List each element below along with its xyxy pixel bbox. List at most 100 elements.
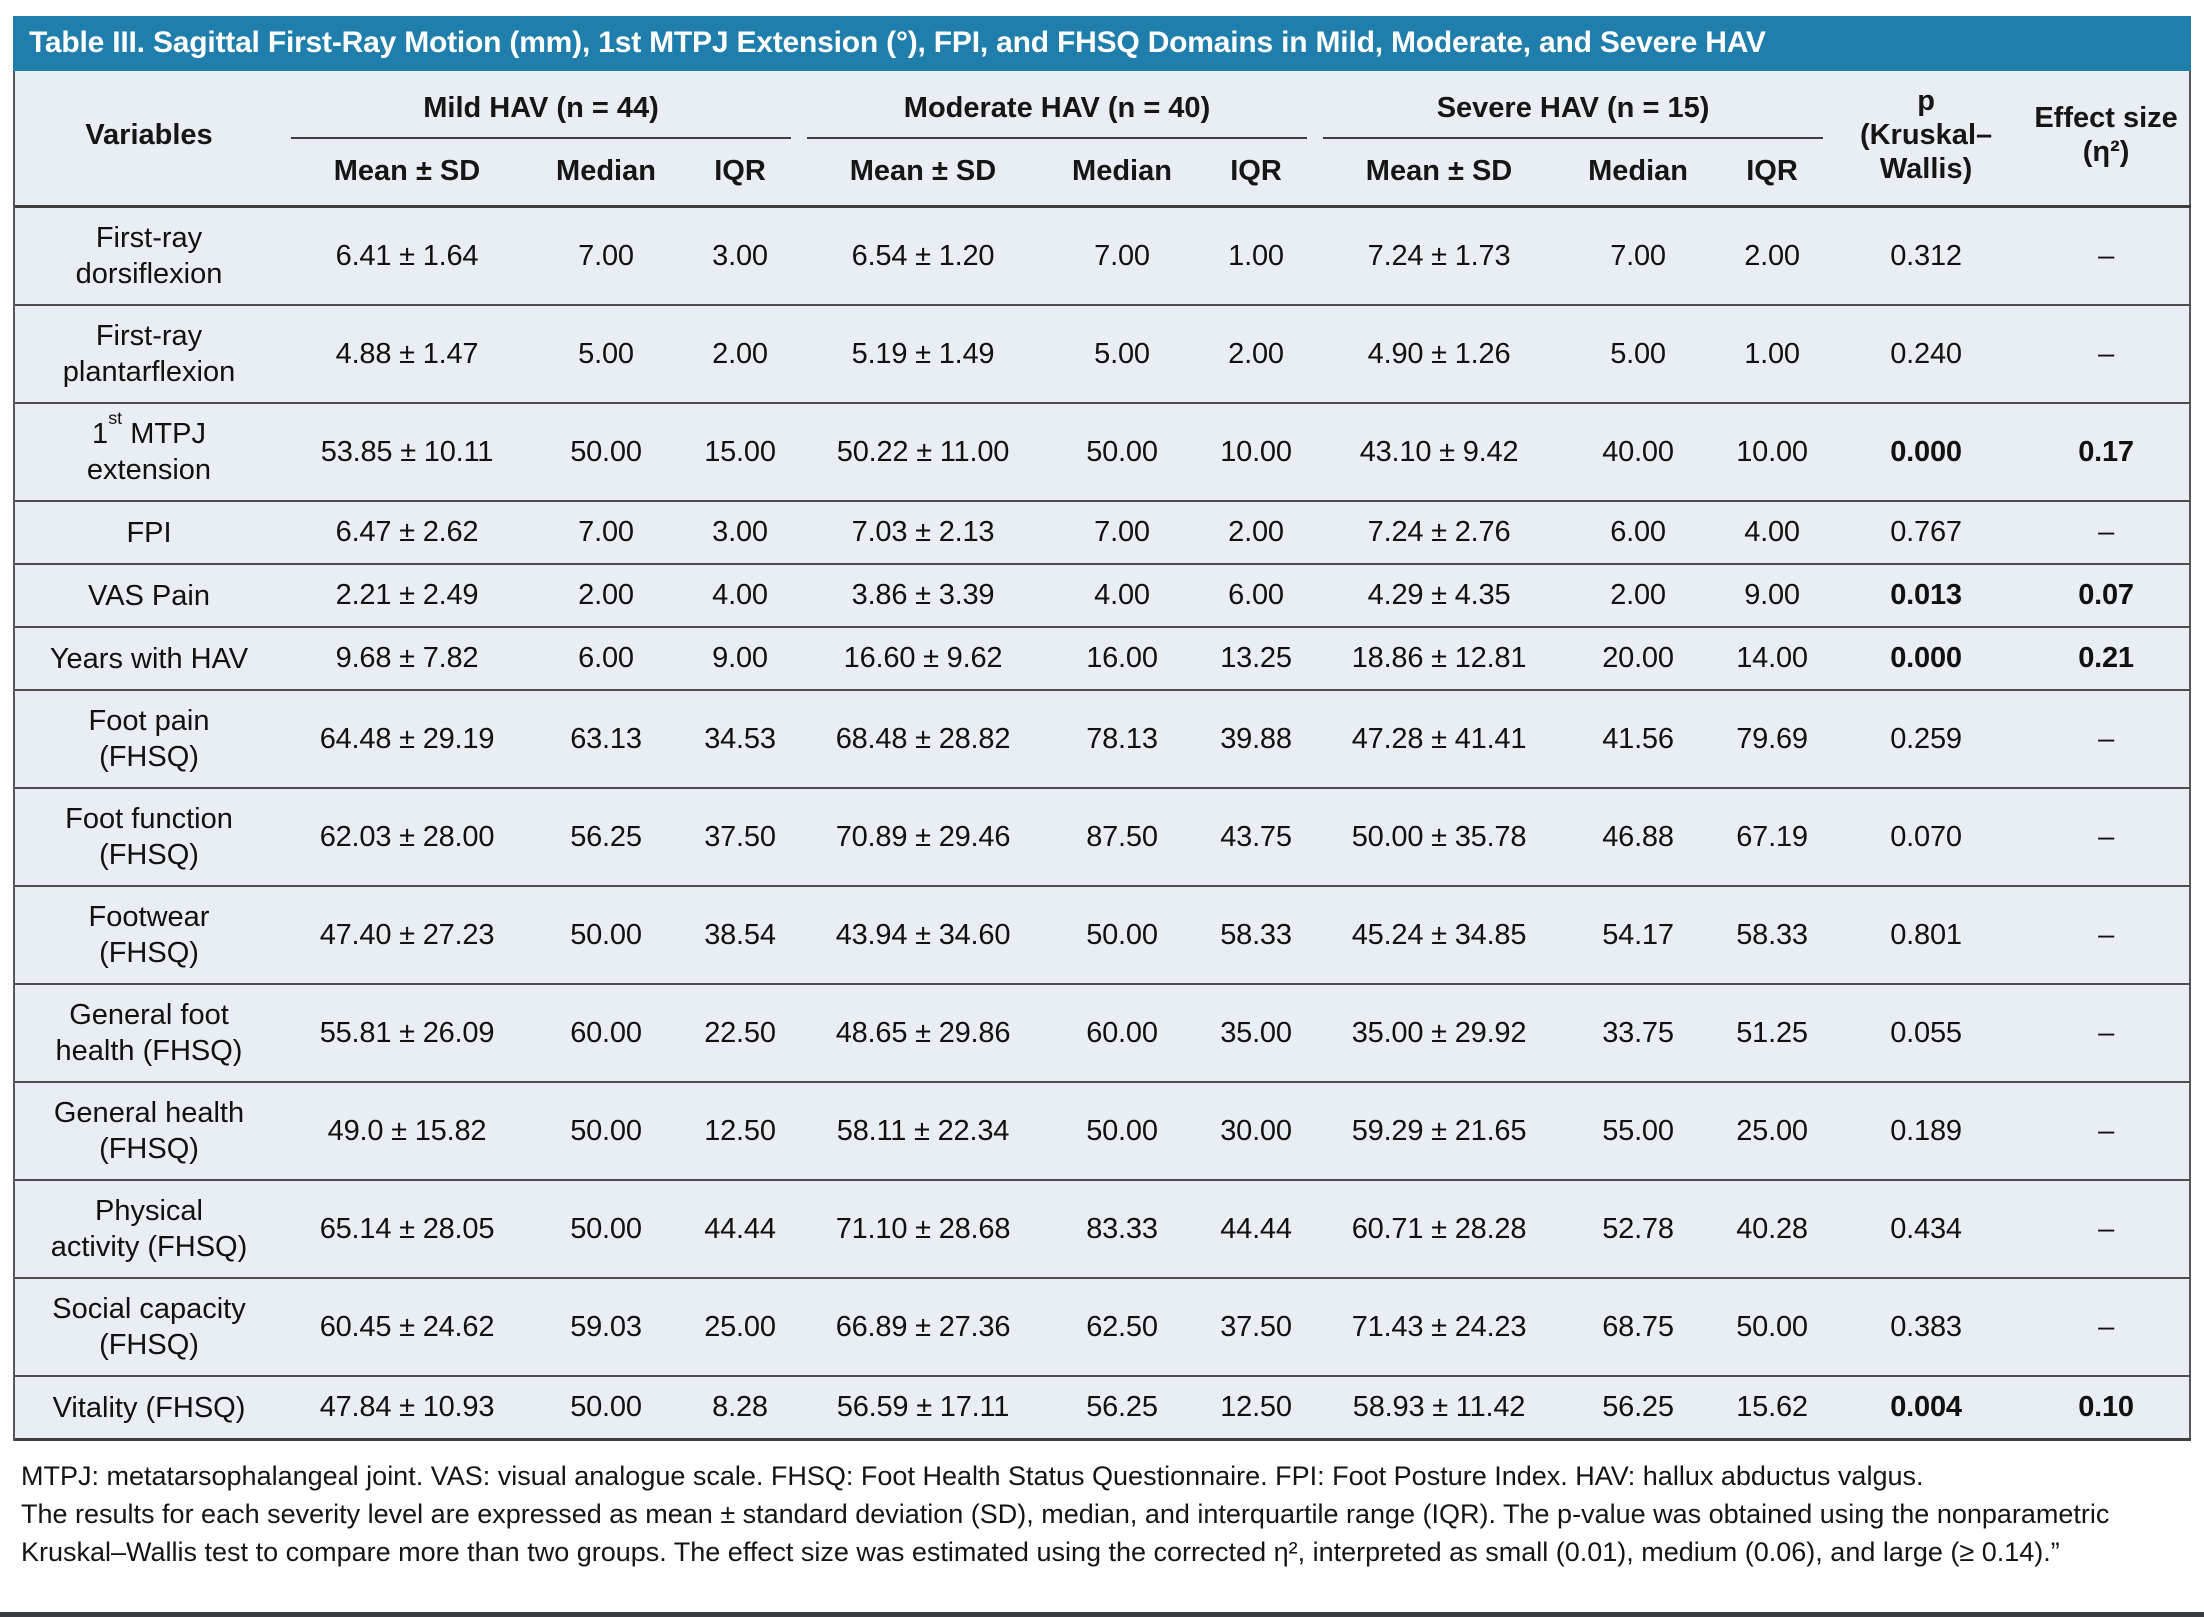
cell-moderate-mean-sd: 5.19 ± 1.49 [799,305,1047,404]
cell-mild-iqr: 38.54 [681,886,799,985]
cell-moderate-mean-sd: 50.22 ± 11.00 [799,403,1047,502]
footnote-abbreviations: MTPJ: metatarsophalangeal joint. VAS: vi… [21,1461,1924,1491]
cell-severe-iqr: 58.33 [1713,886,1832,985]
cell-severe-median: 68.75 [1563,1278,1714,1377]
table-wrap: Variables Mild HAV (n = 44) Moderate HAV… [13,71,2192,1441]
cell-severe-iqr: 1.00 [1713,305,1832,404]
table-body: First-ray dorsiflexion 6.41 ± 1.64 7.00 3.00… [15,206,2192,1441]
cell-moderate-iqr: 44.44 [1197,1180,1316,1279]
cell-severe-mean-sd: 60.71 ± 28.28 [1315,1180,1564,1279]
cell-severe-median: 46.88 [1563,788,1714,887]
cell-moderate-iqr: 58.33 [1197,886,1316,985]
cell-mild-mean-sd: 62.03 ± 28.00 [283,788,531,887]
cell-p-value: 0.013 [1831,564,2022,628]
table-row: Foot function (FHSQ) 62.03 ± 28.00 56.25 37.… [15,788,2192,887]
effect-header-line2: (η²) [2082,136,2130,168]
cell-effect-size: 0.21 [2021,627,2192,691]
col-header-severe-iqr: IQR [1713,139,1832,208]
cell-mild-iqr: 8.28 [681,1376,799,1441]
cell-mild-iqr: 4.00 [681,564,799,628]
header-row-subcolumns: Mean ± SD Median IQR Mean ± SD Median IQ… [15,139,2191,208]
row-label: Foot function (FHSQ) [15,788,283,887]
cell-mild-median: 50.00 [531,1180,681,1279]
cell-severe-median: 33.75 [1563,984,1714,1083]
cell-mild-median: 50.00 [531,403,681,502]
cell-severe-mean-sd: 43.10 ± 9.42 [1315,403,1564,502]
header-row-groups: Variables Mild HAV (n = 44) Moderate HAV… [15,71,2192,208]
row-label: General health (FHSQ) [15,1082,283,1181]
col-header-p-kruskal-wallis: p (Kruskal–Wallis) [1831,71,2022,208]
cell-moderate-median: 4.00 [1047,564,1197,628]
cell-severe-iqr: 10.00 [1713,403,1832,502]
cell-moderate-mean-sd: 68.48 ± 28.82 [799,690,1047,789]
cell-mild-mean-sd: 6.47 ± 2.62 [283,501,531,565]
cell-moderate-mean-sd: 43.94 ± 34.60 [799,886,1047,985]
cell-effect-size: – [2021,984,2192,1083]
cell-moderate-iqr: 39.88 [1197,690,1316,789]
table-figure: Table III. Sagittal First-Ray Motion (mm… [13,16,2192,1571]
cell-severe-iqr: 79.69 [1713,690,1832,789]
cell-mild-median: 60.00 [531,984,681,1083]
cell-severe-median: 6.00 [1563,501,1714,565]
row-label: First-ray plantarflexion [15,305,283,404]
row-label: General foot health (FHSQ) [15,984,283,1083]
row-label: Vitality (FHSQ) [15,1376,283,1441]
cell-mild-iqr: 15.00 [681,403,799,502]
col-group-moderate-hav: Moderate HAV (n = 40) [799,71,1315,139]
cell-moderate-iqr: 2.00 [1197,305,1316,404]
cell-moderate-iqr: 2.00 [1197,501,1316,565]
row-label: Years with HAV [15,627,283,691]
cell-effect-size: – [2021,305,2192,404]
col-header-variables: Variables [15,71,283,208]
cell-mild-iqr: 12.50 [681,1082,799,1181]
cell-severe-mean-sd: 47.28 ± 41.41 [1315,690,1564,789]
cell-mild-mean-sd: 60.45 ± 24.62 [283,1278,531,1377]
cell-mild-mean-sd: 9.68 ± 7.82 [283,627,531,691]
cell-moderate-iqr: 43.75 [1197,788,1316,887]
cell-p-value: 0.000 [1831,403,2022,502]
cell-severe-mean-sd: 4.29 ± 4.35 [1315,564,1564,628]
cell-moderate-mean-sd: 7.03 ± 2.13 [799,501,1047,565]
cell-mild-median: 2.00 [531,564,681,628]
cell-mild-median: 7.00 [531,501,681,565]
cell-mild-mean-sd: 55.81 ± 26.09 [283,984,531,1083]
cell-mild-iqr: 25.00 [681,1278,799,1377]
table-row: General health (FHSQ) 49.0 ± 15.82 50.00 12.… [15,1082,2192,1181]
cell-p-value: 0.259 [1831,690,2022,789]
table-row: Years with HAV 9.68 ± 7.82 6.00 9.00 16.60 ±… [15,627,2192,691]
table-row: Footwear (FHSQ) 47.40 ± 27.23 50.00 38.54 43.… [15,886,2192,985]
cell-effect-size: 0.10 [2021,1376,2192,1441]
col-header-severe-mean-sd: Mean ± SD [1315,139,1564,208]
cell-moderate-iqr: 1.00 [1197,206,1316,306]
cell-mild-iqr: 3.00 [681,206,799,306]
table-row: Social capacity (FHSQ) 60.45 ± 24.62 59.03 2… [15,1278,2192,1377]
cell-severe-mean-sd: 58.93 ± 11.42 [1315,1376,1564,1441]
cell-moderate-iqr: 35.00 [1197,984,1316,1083]
cell-mild-mean-sd: 4.88 ± 1.47 [283,305,531,404]
cell-p-value: 0.312 [1831,206,2022,306]
cell-severe-mean-sd: 50.00 ± 35.78 [1315,788,1564,887]
col-group-severe-hav: Severe HAV (n = 15) [1315,71,1831,139]
table-title: Table III. Sagittal First-Ray Motion (mm… [13,16,2191,71]
cell-severe-median: 2.00 [1563,564,1714,628]
cell-p-value: 0.189 [1831,1082,2022,1181]
row-label: 1st MTPJ extension [15,403,283,502]
cell-moderate-median: 7.00 [1047,206,1197,306]
cell-mild-mean-sd: 64.48 ± 29.19 [283,690,531,789]
cell-severe-iqr: 2.00 [1713,206,1832,306]
cell-severe-median: 5.00 [1563,305,1714,404]
cell-severe-mean-sd: 7.24 ± 2.76 [1315,501,1564,565]
p-header-line2: (Kruskal–Wallis) [1859,119,1993,185]
cell-effect-size: – [2021,788,2192,887]
row-label: First-ray dorsiflexion [15,206,283,306]
cell-effect-size: 0.17 [2021,403,2192,502]
table-row: VAS Pain 2.21 ± 2.49 2.00 4.00 3.86 ± 3.39 4.… [15,564,2192,628]
cell-severe-mean-sd: 7.24 ± 1.73 [1315,206,1564,306]
cell-moderate-mean-sd: 58.11 ± 22.34 [799,1082,1047,1181]
cell-moderate-median: 87.50 [1047,788,1197,887]
cell-mild-median: 59.03 [531,1278,681,1377]
cell-p-value: 0.070 [1831,788,2022,887]
cell-mild-median: 50.00 [531,1082,681,1181]
cell-p-value: 0.004 [1831,1376,2022,1441]
cell-moderate-mean-sd: 66.89 ± 27.36 [799,1278,1047,1377]
